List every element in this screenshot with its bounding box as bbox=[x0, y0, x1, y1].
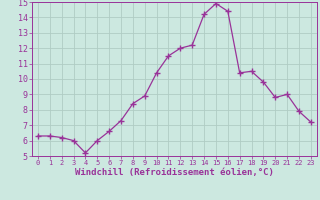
X-axis label: Windchill (Refroidissement éolien,°C): Windchill (Refroidissement éolien,°C) bbox=[75, 168, 274, 177]
